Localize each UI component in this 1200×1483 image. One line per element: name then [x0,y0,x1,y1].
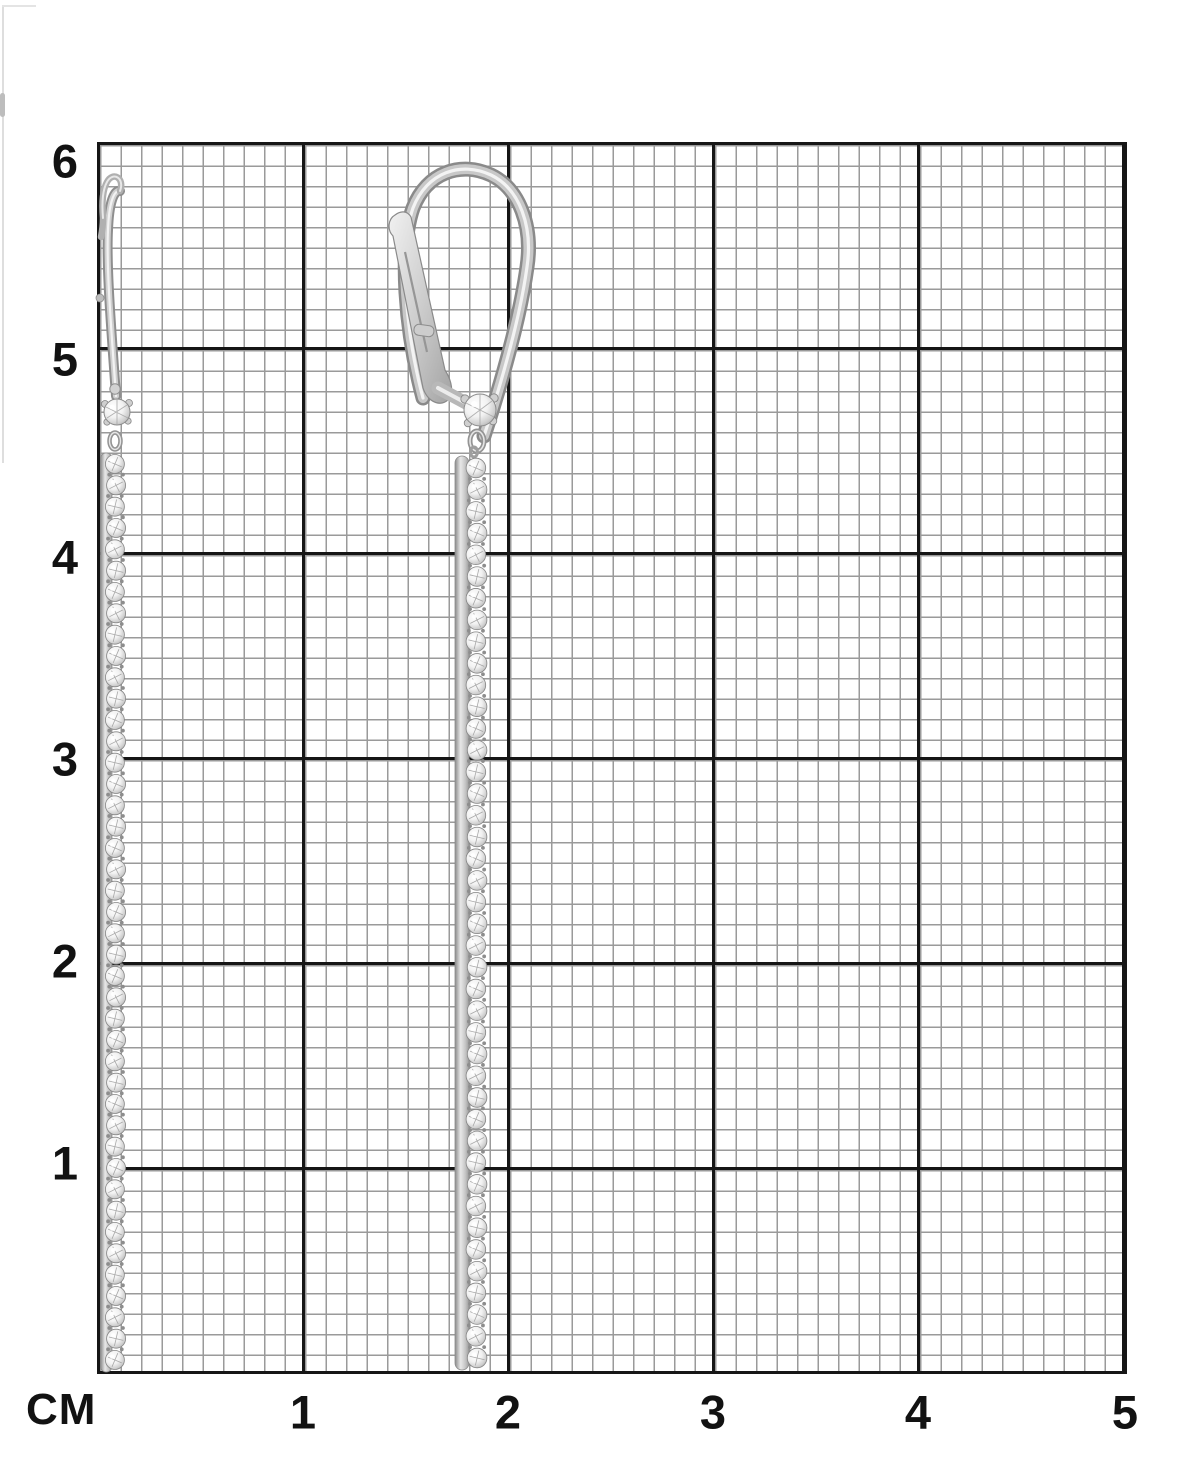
graph-paper-grid [97,142,1127,1374]
connector-link-front [467,428,487,459]
clasp-catch-nub [95,293,105,303]
diamond-bar-front [454,455,470,1371]
photo-corner-notch [0,93,5,117]
earring-side-view [95,173,133,1373]
y-axis-tick-2: 2 [51,934,78,988]
accent-stone-front [460,393,499,428]
unit-label: CM [26,1385,97,1434]
ear-wire-side [95,173,125,401]
diamond-column-side [105,454,126,1370]
x-axis-tick-5: 5 [1111,1385,1139,1439]
metal-bead [109,383,121,395]
x-axis-tick-2: 2 [494,1385,522,1439]
hinge-pin [413,323,435,338]
connector-link-side [107,430,123,452]
y-axis-tick-1: 1 [51,1136,78,1190]
photo-edge-line-top [2,5,36,7]
x-axis-tick-1: 1 [289,1385,317,1439]
earring-front-view [388,161,536,1371]
y-axis-tick-3: 3 [51,732,78,786]
photo-edge-line [2,5,4,463]
y-axis-tick-4: 4 [51,530,78,584]
x-axis-tick-4: 4 [904,1385,932,1439]
diamond-column-front [465,457,488,1369]
x-axis-tick-3: 3 [699,1385,727,1439]
y-axis-tick-5: 5 [51,332,78,386]
lever-back-lever [388,211,453,404]
y-axis-tick-6: 6 [51,134,78,188]
accent-stone-side [101,398,133,426]
